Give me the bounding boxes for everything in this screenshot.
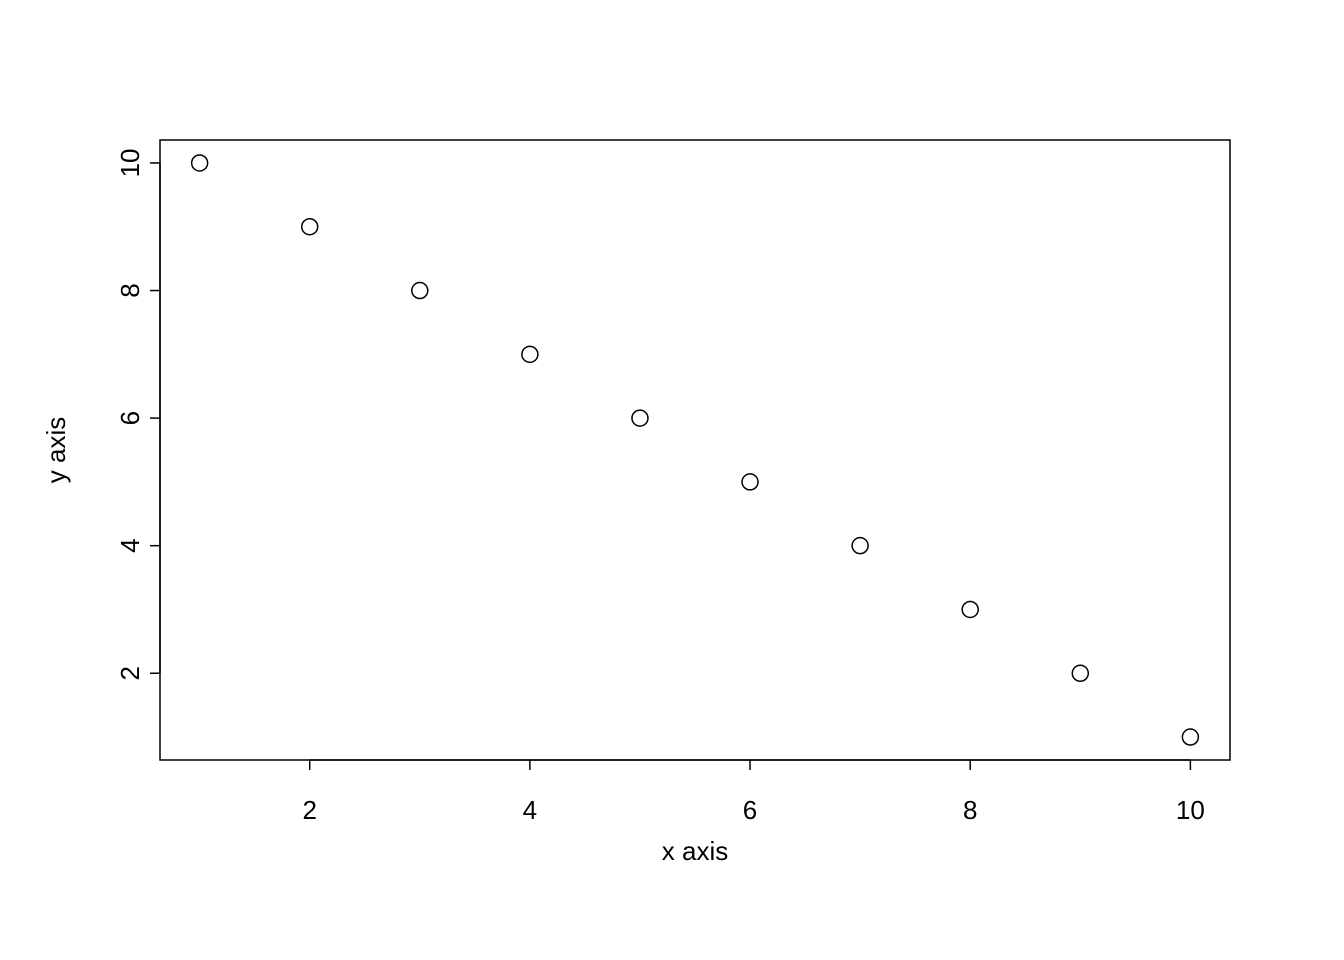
x-tick-label: 2 — [302, 795, 316, 825]
y-tick-label: 10 — [115, 149, 145, 178]
y-tick-label: 6 — [115, 411, 145, 425]
y-axis-label: y axis — [41, 417, 71, 483]
y-tick-label: 2 — [115, 666, 145, 680]
x-axis-label: x axis — [662, 836, 728, 866]
x-tick-label: 10 — [1176, 795, 1205, 825]
x-tick-label: 4 — [523, 795, 537, 825]
scatter-chart: 2 4 6 8 10 2 4 6 8 10 x axis y axis — [0, 0, 1344, 960]
y-tick-label: 4 — [115, 538, 145, 552]
x-tick-label: 8 — [963, 795, 977, 825]
x-tick-label: 6 — [743, 795, 757, 825]
y-tick-label: 8 — [115, 283, 145, 297]
chart-svg: 2 4 6 8 10 2 4 6 8 10 x axis y axis — [0, 0, 1344, 960]
